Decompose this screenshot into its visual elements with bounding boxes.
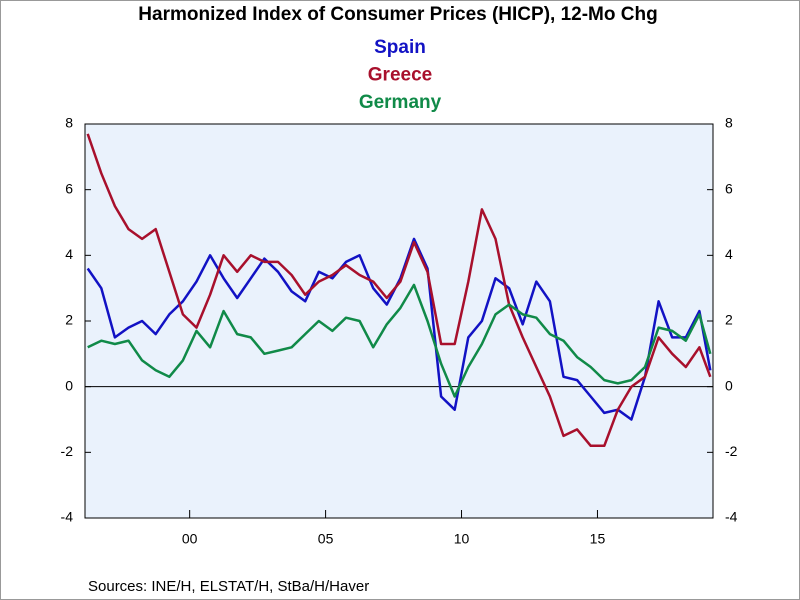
- x-tick-label: 00: [182, 531, 198, 547]
- y-tick-label: 6: [65, 180, 73, 196]
- y2-tick-label: 4: [725, 246, 733, 262]
- series-line: [87, 283, 712, 398]
- y-tick-label: 0: [65, 377, 73, 393]
- y2-tick-label: -4: [725, 509, 738, 525]
- legend-entry: Spain: [374, 37, 426, 58]
- y2-tick-label: -2: [725, 443, 738, 459]
- y-tick-label: -2: [61, 443, 74, 459]
- y2-tick-label: 2: [725, 312, 733, 328]
- y2-tick-label: 0: [725, 377, 733, 393]
- x-tick-label: 05: [318, 531, 334, 547]
- x-tick-label: 15: [590, 531, 606, 547]
- x-tick-label: 10: [454, 531, 470, 547]
- source: Sources: INE/H, ELSTAT/H, StBa/H/Haver: [88, 578, 369, 595]
- y-tick-label: 2: [65, 312, 73, 328]
- y2-tick-label: 8: [725, 115, 733, 131]
- legend-entry: Germany: [359, 92, 442, 113]
- y-tick-label: -4: [61, 509, 74, 525]
- plot-area: [84, 123, 714, 519]
- chart-title: Harmonized Index of Consumer Prices (HIC…: [138, 4, 657, 25]
- y2-tick-label: 6: [725, 180, 733, 196]
- series-line: [86, 133, 712, 448]
- y-tick-label: 8: [65, 115, 73, 131]
- y-tick-label: 4: [65, 246, 73, 262]
- legend-entry: Greece: [368, 65, 432, 86]
